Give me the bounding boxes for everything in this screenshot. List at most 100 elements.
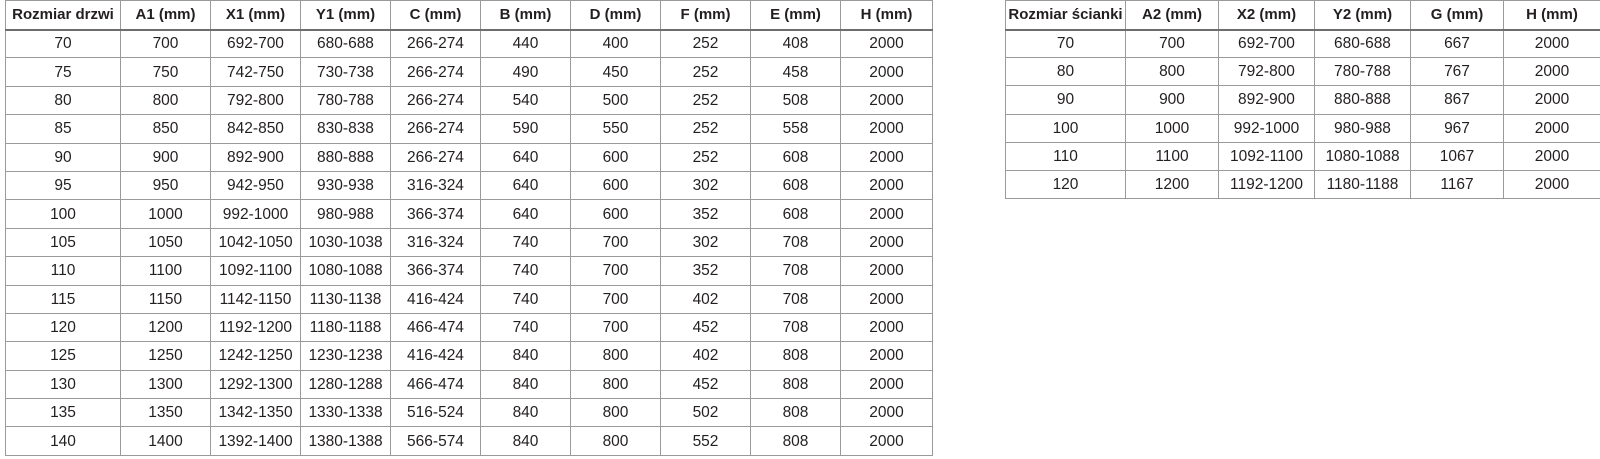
table-cell: 252	[660, 114, 751, 144]
table-cell: 640	[480, 199, 571, 229]
table-row: 110 1100 1092-1100 1080-1088 1067 2000	[1005, 141, 1600, 171]
table-cell: 466-474	[390, 369, 481, 400]
table-cell: 252	[660, 57, 751, 87]
wall-dimensions-table: Rozmiar ścianki A2 (mm) X2 (mm) Y2 (mm) G (m…	[1005, 0, 1600, 200]
table-cell: 500	[570, 85, 661, 116]
table-cell: 2000	[840, 28, 933, 59]
table-cell: 842-850	[210, 114, 301, 144]
row-size-cell: 90	[1005, 85, 1126, 115]
table-cell: 408	[750, 28, 841, 59]
table-cell: 850	[120, 114, 211, 144]
row-size-cell: 120	[5, 312, 121, 343]
table-cell: 950	[120, 170, 211, 201]
table-cell: 2000	[1503, 57, 1600, 87]
table-cell: 992-1000	[1218, 113, 1315, 143]
table-cell: 1300	[120, 369, 211, 400]
table-cell: 400	[570, 28, 661, 59]
column-header-1: Rozmiar ścianki	[1005, 0, 1126, 31]
table-cell: 416-424	[390, 341, 481, 371]
table-cell: 1292-1300	[210, 369, 301, 400]
row-size-cell: 105	[5, 227, 121, 258]
row-size-cell: 120	[1005, 169, 1126, 200]
row-size-cell: 80	[1005, 57, 1126, 87]
table-cell: 1280-1288	[300, 369, 391, 400]
table-cell: 867	[1410, 85, 1504, 115]
table-cell: 700	[570, 284, 661, 314]
table-cell: 458	[750, 57, 841, 87]
table-cell: 608	[750, 142, 841, 172]
table-cell: 740	[480, 256, 571, 286]
wall-dimensions-table-container: Rozmiar ścianki A2 (mm) X2 (mm) Y2 (mm) G (m…	[1005, 0, 1600, 200]
table-cell: 808	[750, 341, 841, 371]
table-cell: 1130-1138	[300, 284, 391, 314]
table-cell: 730-738	[300, 57, 391, 87]
table-cell: 800	[570, 369, 661, 400]
table-cell: 2000	[840, 170, 933, 201]
row-size-cell: 70	[5, 28, 121, 59]
table-cell: 800	[570, 426, 661, 456]
table-cell: 840	[480, 341, 571, 371]
column-header-1: Rozmiar drzwi	[5, 0, 121, 31]
doors-table-header: Rozmiar drzwi A1 (mm) X1 (mm) Y1 (mm) C (mm)…	[5, 0, 933, 31]
table-cell: 266-274	[390, 114, 481, 144]
table-row: 95 950 942-950 930-938 316-324 640 600 302 608 20…	[5, 170, 933, 201]
table-cell: 1342-1350	[210, 398, 301, 428]
table-cell: 708	[750, 312, 841, 343]
row-size-cell: 95	[5, 170, 121, 201]
table-cell: 808	[750, 369, 841, 400]
table-cell: 800	[1125, 57, 1219, 87]
table-cell: 352	[660, 256, 751, 286]
table-cell: 600	[570, 170, 661, 201]
table-cell: 316-324	[390, 170, 481, 201]
table-row: 140 1400 1392-1400 1380-1388 566-574 840 800 55…	[5, 426, 933, 456]
table-cell: 1180-1188	[300, 312, 391, 343]
table-cell: 1250	[120, 341, 211, 371]
table-cell: 2000	[1503, 85, 1600, 115]
row-size-cell: 75	[5, 57, 121, 87]
column-header-5: C (mm)	[390, 0, 481, 31]
table-cell: 316-324	[390, 227, 481, 258]
table-cell: 252	[660, 28, 751, 59]
table-row: 100 1000 992-1000 980-988 967 2000	[1005, 113, 1600, 143]
table-cell: 402	[660, 341, 751, 371]
table-cell: 700	[570, 312, 661, 343]
table-cell: 2000	[1503, 28, 1600, 59]
table-cell: 590	[480, 114, 571, 144]
table-cell: 1067	[1410, 141, 1504, 171]
wall-table-body: 70 700 692-700 680-688 667 2000 80 800 792-800 78…	[1005, 28, 1600, 200]
table-cell: 1042-1050	[210, 227, 301, 258]
table-row: 80 800 792-800 780-788 767 2000	[1005, 57, 1600, 87]
table-cell: 742-750	[210, 57, 301, 87]
table-cell: 880-888	[1314, 85, 1411, 115]
row-size-cell: 85	[5, 114, 121, 144]
table-cell: 450	[570, 57, 661, 87]
table-cell: 700	[570, 256, 661, 286]
doors-dimensions-table: Rozmiar drzwi A1 (mm) X1 (mm) Y1 (mm) C (mm)…	[5, 0, 933, 456]
table-cell: 440	[480, 28, 571, 59]
table-cell: 1000	[120, 199, 211, 229]
table-cell: 266-274	[390, 57, 481, 87]
column-header-2: A1 (mm)	[120, 0, 211, 31]
table-cell: 967	[1410, 113, 1504, 143]
table-cell: 1080-1088	[300, 256, 391, 286]
table-cell: 808	[750, 426, 841, 456]
table-cell: 1192-1200	[210, 312, 301, 343]
table-cell: 266-274	[390, 142, 481, 172]
column-header-2: A2 (mm)	[1125, 0, 1219, 31]
wall-table-header: Rozmiar ścianki A2 (mm) X2 (mm) Y2 (mm) G (m…	[1005, 0, 1600, 31]
table-cell: 508	[750, 85, 841, 116]
table-cell: 600	[570, 142, 661, 172]
table-cell: 566-574	[390, 426, 481, 456]
table-cell: 466-474	[390, 312, 481, 343]
table-cell: 680-688	[1314, 28, 1411, 59]
column-header-6: H (mm)	[1503, 0, 1600, 31]
table-cell: 708	[750, 284, 841, 314]
table-cell: 780-788	[300, 85, 391, 116]
table-cell: 2000	[840, 398, 933, 428]
table-cell: 1030-1038	[300, 227, 391, 258]
table-cell: 402	[660, 284, 751, 314]
table-cell: 800	[570, 398, 661, 428]
row-size-cell: 80	[5, 85, 121, 116]
row-size-cell: 110	[1005, 141, 1126, 171]
table-cell: 680-688	[300, 28, 391, 59]
